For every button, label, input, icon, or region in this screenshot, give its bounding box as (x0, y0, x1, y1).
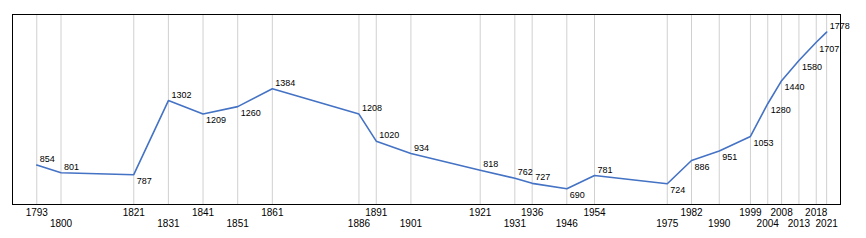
svg-text:951: 951 (722, 152, 737, 162)
svg-text:1886: 1886 (348, 218, 371, 229)
svg-text:1936: 1936 (521, 207, 544, 218)
svg-text:818: 818 (483, 159, 498, 169)
svg-text:1946: 1946 (556, 218, 579, 229)
svg-text:1931: 1931 (504, 218, 527, 229)
svg-text:1800: 1800 (50, 218, 73, 229)
svg-text:690: 690 (570, 190, 585, 200)
svg-text:1020: 1020 (379, 130, 399, 140)
svg-text:1778: 1778 (830, 21, 850, 31)
svg-text:1891: 1891 (365, 207, 388, 218)
svg-text:1954: 1954 (583, 207, 606, 218)
svg-text:1384: 1384 (275, 78, 295, 88)
svg-text:787: 787 (137, 176, 152, 186)
svg-text:854: 854 (40, 154, 55, 164)
svg-text:1260: 1260 (241, 108, 261, 118)
svg-text:1707: 1707 (819, 44, 839, 54)
svg-text:1208: 1208 (362, 103, 382, 113)
svg-text:1821: 1821 (123, 207, 146, 218)
svg-text:727: 727 (535, 172, 550, 182)
svg-text:801: 801 (64, 162, 79, 172)
svg-text:2008: 2008 (770, 207, 793, 218)
svg-text:2004: 2004 (757, 218, 780, 229)
svg-text:1975: 1975 (656, 218, 679, 229)
svg-text:934: 934 (414, 143, 429, 153)
svg-text:1053: 1053 (753, 138, 773, 148)
svg-text:1793: 1793 (26, 207, 49, 218)
svg-text:1580: 1580 (802, 62, 822, 72)
svg-text:1921: 1921 (469, 207, 492, 218)
svg-text:1861: 1861 (261, 207, 284, 218)
svg-text:1999: 1999 (739, 207, 762, 218)
svg-text:1302: 1302 (171, 90, 191, 100)
svg-text:781: 781 (598, 165, 613, 175)
svg-text:762: 762 (518, 167, 533, 177)
svg-text:724: 724 (670, 185, 685, 195)
svg-text:2013: 2013 (788, 218, 811, 229)
svg-text:1209: 1209 (206, 115, 226, 125)
svg-text:1440: 1440 (785, 82, 805, 92)
svg-text:1841: 1841 (192, 207, 215, 218)
svg-text:886: 886 (695, 162, 710, 172)
svg-text:1280: 1280 (771, 105, 791, 115)
svg-text:2021: 2021 (816, 218, 839, 229)
svg-text:1982: 1982 (680, 207, 703, 218)
svg-text:1990: 1990 (708, 218, 731, 229)
svg-text:1851: 1851 (227, 218, 250, 229)
svg-text:1831: 1831 (157, 218, 180, 229)
svg-text:2018: 2018 (805, 207, 828, 218)
svg-text:1901: 1901 (400, 218, 423, 229)
